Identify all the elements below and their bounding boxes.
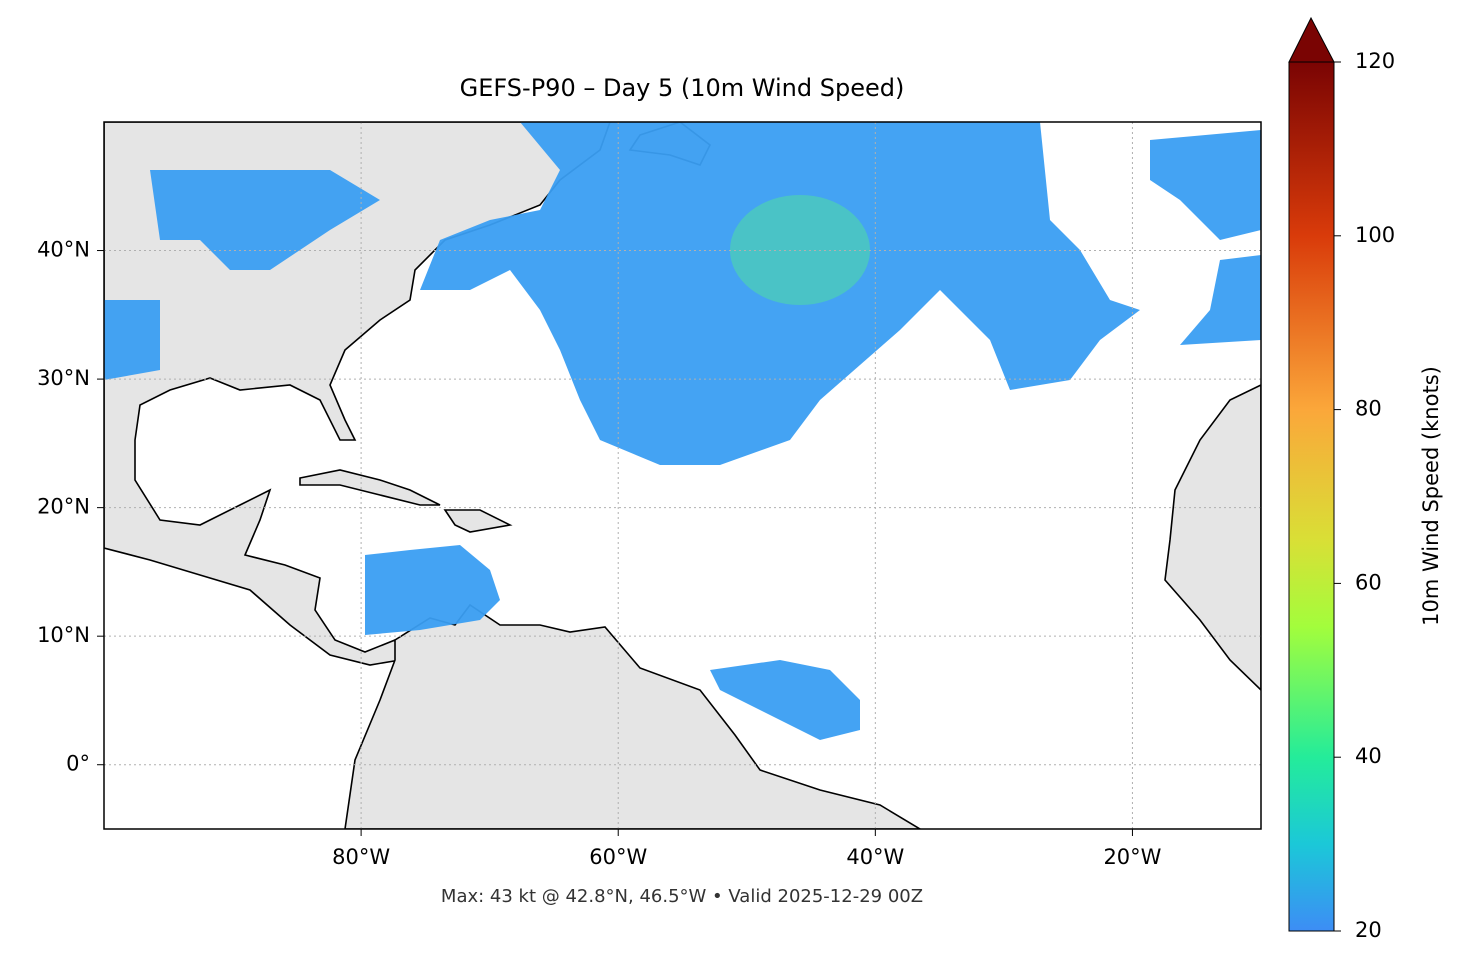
map-title: GEFS-P90 – Day 5 (10m Wind Speed) [460,74,905,102]
colorbar-tick-label: 60 [1355,570,1382,594]
x-tick-label: 80°W [332,845,390,869]
y-tick-label: 0° [66,752,90,776]
wind-field [1180,255,1261,345]
y-tick-label: 30°N [37,366,90,390]
africa [1164,384,1261,692]
hispaniola [443,509,513,533]
colorbar-tick-label: 20 [1355,918,1382,942]
colorbar-tick-label: 80 [1355,397,1382,421]
colorbar-tick-label: 40 [1355,744,1382,768]
colorbar [1288,61,1335,932]
colorbar-tick-label: 100 [1355,223,1395,247]
colorbar-extend [1288,16,1335,63]
y-tick-label: 20°N [37,495,90,519]
wind-max-area [730,195,870,305]
wind-field [1150,130,1261,240]
colorbar-tick-label: 120 [1355,49,1395,73]
map-frame [103,121,1262,830]
y-tick-label: 10°N [37,623,90,647]
x-tick-label: 20°W [1103,845,1161,869]
colorbar-label: 10m Wind Speed (knots) [1419,366,1443,626]
wind-field [710,660,860,740]
footer-note: Max: 43 kt @ 42.8°N, 46.5°W • Valid 2025… [441,886,923,907]
wind-field [104,300,160,380]
map-body [104,122,1261,829]
x-tick-label: 40°W [846,845,904,869]
y-tick-label: 40°N [37,238,90,262]
x-tick-label: 60°W [589,845,647,869]
wind-field [150,170,380,270]
cuba [299,469,441,506]
wind-field [365,545,500,635]
